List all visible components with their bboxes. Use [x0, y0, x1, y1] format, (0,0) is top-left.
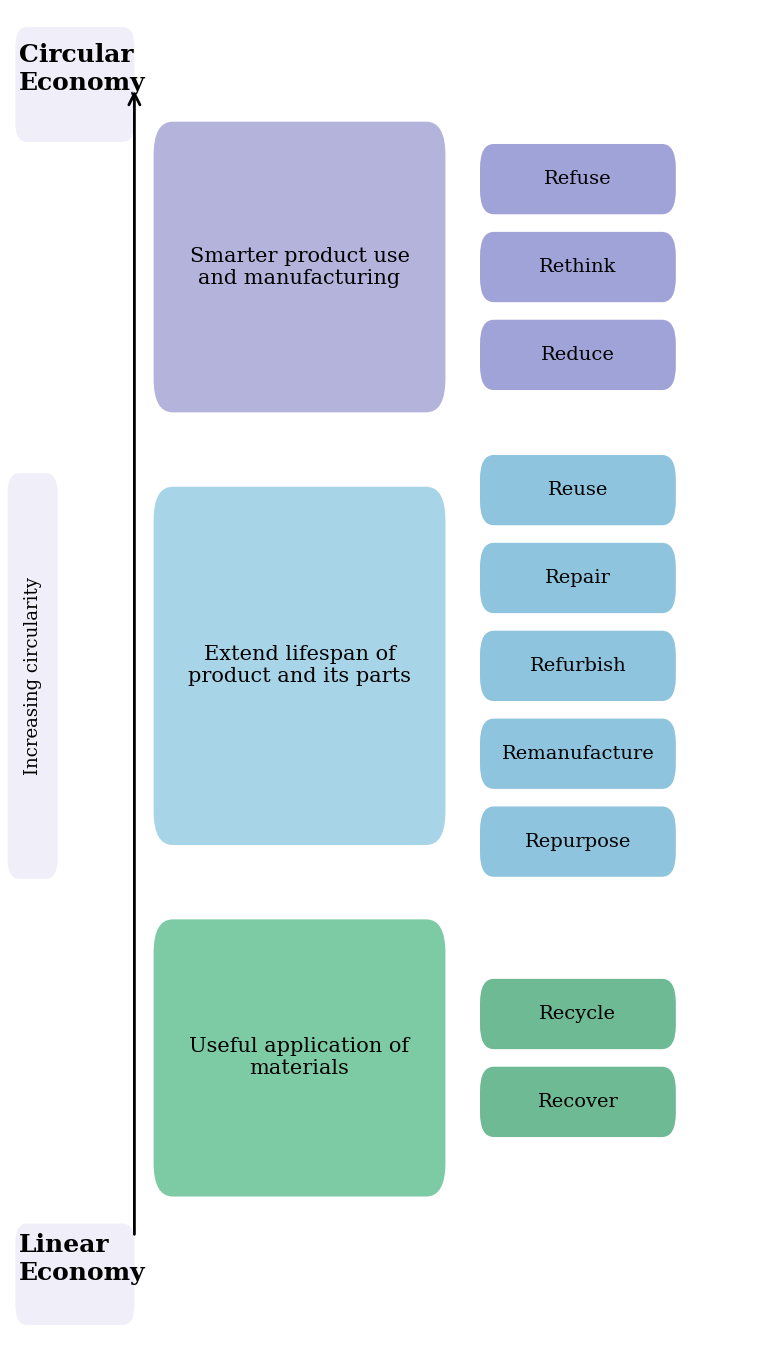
Text: Circular
Economy: Circular Economy	[19, 43, 146, 95]
Text: Recycle: Recycle	[539, 1005, 617, 1023]
FancyBboxPatch shape	[480, 719, 676, 788]
FancyBboxPatch shape	[480, 1067, 676, 1137]
Text: Refuse: Refuse	[544, 170, 612, 188]
FancyBboxPatch shape	[480, 454, 676, 525]
FancyBboxPatch shape	[480, 233, 676, 303]
FancyBboxPatch shape	[154, 919, 445, 1197]
Text: Refurbish: Refurbish	[530, 657, 626, 675]
Text: Increasing circularity: Increasing circularity	[24, 577, 42, 775]
FancyBboxPatch shape	[480, 143, 676, 214]
FancyBboxPatch shape	[480, 319, 676, 389]
FancyBboxPatch shape	[154, 122, 445, 412]
Text: Useful application of
materials: Useful application of materials	[190, 1037, 409, 1079]
Text: Recover: Recover	[538, 1092, 618, 1111]
FancyBboxPatch shape	[480, 542, 676, 614]
Text: Linear
Economy: Linear Economy	[19, 1233, 146, 1284]
Text: Reduce: Reduce	[541, 346, 615, 364]
FancyBboxPatch shape	[480, 806, 676, 876]
Text: Rethink: Rethink	[539, 258, 617, 276]
Text: Repurpose: Repurpose	[525, 833, 631, 850]
Text: Smarter product use
and manufacturing: Smarter product use and manufacturing	[190, 246, 409, 288]
FancyBboxPatch shape	[8, 473, 58, 879]
FancyBboxPatch shape	[480, 979, 676, 1049]
FancyBboxPatch shape	[480, 630, 676, 700]
Text: Repair: Repair	[545, 569, 611, 587]
Text: Reuse: Reuse	[548, 481, 608, 499]
FancyBboxPatch shape	[15, 1224, 134, 1325]
Text: Remanufacture: Remanufacture	[502, 745, 654, 763]
FancyBboxPatch shape	[15, 27, 134, 142]
FancyBboxPatch shape	[154, 487, 445, 845]
Text: Extend lifespan of
product and its parts: Extend lifespan of product and its parts	[188, 645, 411, 687]
